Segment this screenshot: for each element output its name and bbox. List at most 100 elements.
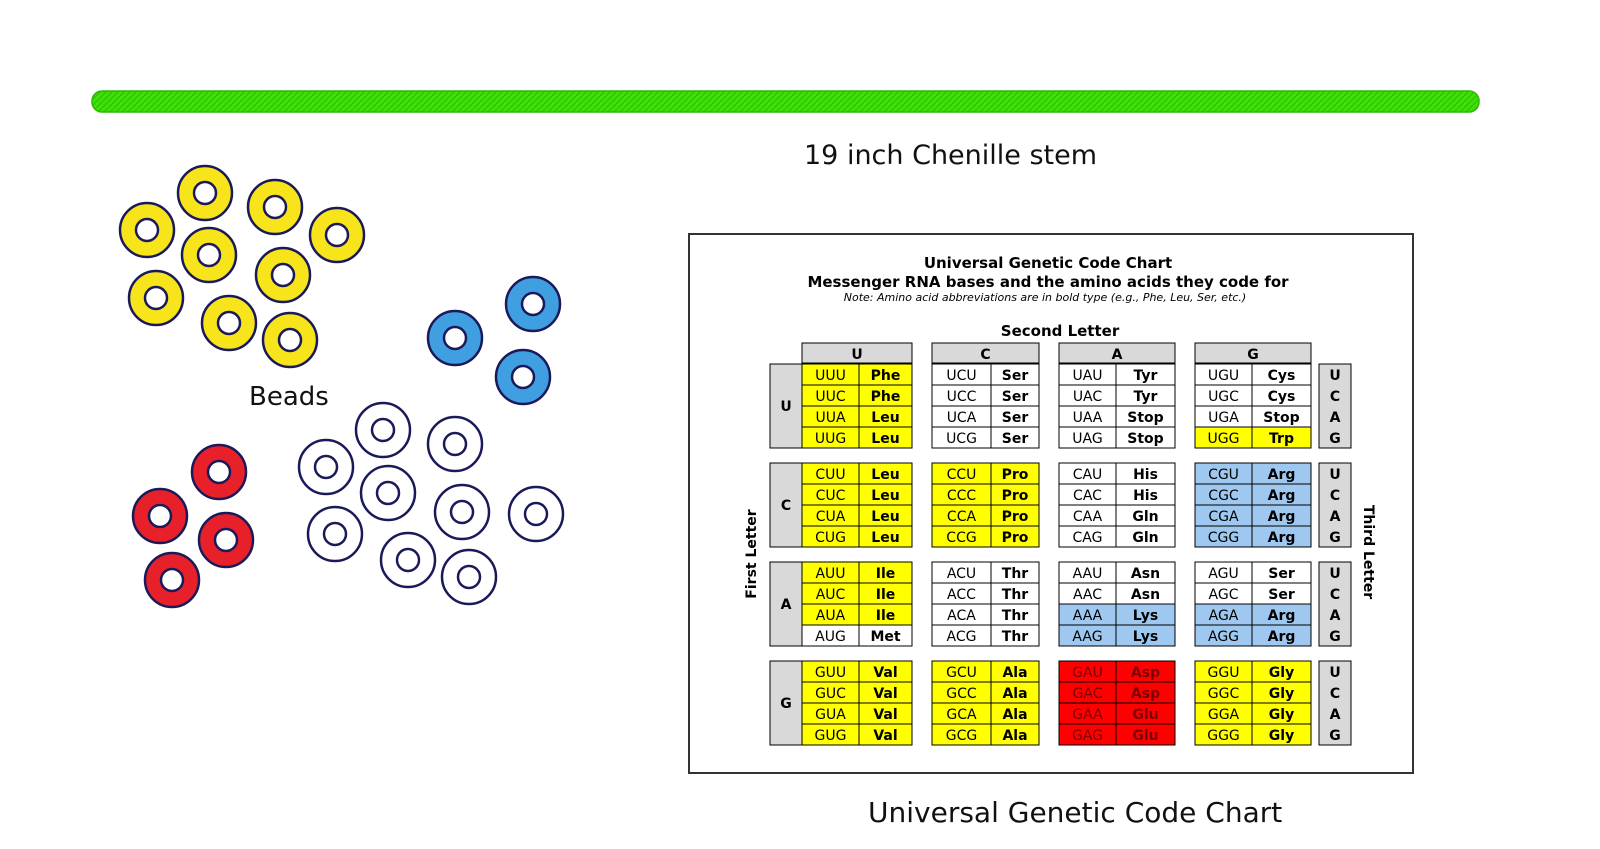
codon-guu: GUU (815, 665, 846, 681)
chart-title: Universal Genetic Code Chart (924, 254, 1172, 272)
amino-acid-arg: Arg (1268, 467, 1296, 483)
amino-acid-ser: Ser (1002, 389, 1029, 405)
amino-acid-gly: Gly (1269, 686, 1294, 702)
amino-acid-arg: Arg (1268, 608, 1296, 624)
codon-aau: AAU (1073, 566, 1103, 582)
beads-label: Beads (249, 382, 329, 412)
amino-acid-glu: Glu (1132, 707, 1158, 723)
blue-bead (426, 309, 484, 367)
codon-gau: GAU (1072, 665, 1103, 681)
chart-subtitle: Messenger RNA bases and the amino acids … (807, 273, 1289, 291)
codon-agc: AGC (1209, 587, 1239, 603)
first-letter-g: G (780, 696, 792, 712)
third-letter-u: U (1329, 665, 1340, 681)
codon-auu: AUU (815, 566, 845, 582)
amino-acid-gly: Gly (1269, 665, 1294, 681)
codon-uag: UAG (1072, 431, 1102, 447)
white-bead (426, 415, 484, 473)
codon-cau: CAU (1073, 467, 1103, 483)
codon-uca: UCA (947, 410, 977, 426)
amino-acid-cell (1251, 624, 1312, 647)
amino-acid-phe: Phe (871, 389, 901, 405)
codon-guc: GUC (815, 686, 846, 702)
codon-cgu: CGU (1208, 467, 1239, 483)
third-letter-c: C (1330, 488, 1340, 504)
amino-acid-stop: Stop (1127, 410, 1163, 426)
amino-acid-cell (1115, 426, 1176, 449)
codon-ccc: CCC (947, 488, 977, 504)
amino-acid-ile: Ile (876, 566, 896, 582)
amino-acid-arg: Arg (1268, 629, 1296, 645)
amino-acid-leu: Leu (871, 431, 899, 447)
amino-acid-his: His (1133, 488, 1158, 504)
codon-cua: CUA (816, 509, 846, 525)
codon-cga: CGA (1208, 509, 1239, 525)
codon-gcu: GCU (946, 665, 977, 681)
amino-acid-pro: Pro (1002, 467, 1029, 483)
amino-acid-his: His (1133, 467, 1158, 483)
codon-gag: GAG (1072, 728, 1103, 744)
codon-cgg: CGG (1208, 530, 1239, 546)
second-letter-c: C (980, 347, 990, 363)
chenille-stem (91, 90, 1480, 113)
first-letter-c: C (781, 498, 791, 514)
codon-ggg: GGG (1207, 728, 1240, 744)
amino-acid-trp: Trp (1269, 431, 1294, 447)
codon-uau: UAU (1072, 368, 1102, 384)
amino-acid-tyr: Tyr (1134, 389, 1158, 405)
codon-uua: UUA (815, 410, 845, 426)
amino-acid-asn: Asn (1131, 587, 1160, 603)
second-letter-header (1058, 342, 1176, 364)
white-bead (359, 464, 417, 522)
codon-aaa: AAA (1073, 608, 1103, 624)
amino-acid-cell (858, 426, 913, 449)
third-letter-cell (1318, 462, 1352, 548)
amino-acid-thr: Thr (1002, 608, 1029, 624)
codon-uga: UGA (1208, 410, 1239, 426)
codon-cac: CAC (1073, 488, 1102, 504)
codon-gaa: GAA (1072, 707, 1103, 723)
white-bead (297, 438, 355, 496)
codon-cug: CUG (815, 530, 846, 546)
amino-acid-thr: Thr (1002, 566, 1029, 582)
codon-auc: AUC (816, 587, 846, 603)
third-letter-a: A (1330, 608, 1341, 624)
second-letter-a: A (1112, 347, 1123, 363)
amino-acid-val: Val (873, 707, 897, 723)
first-letter-cell (769, 363, 803, 449)
amino-acid-ser: Ser (1268, 566, 1295, 582)
amino-acid-ile: Ile (876, 587, 896, 603)
yellow-bead (118, 201, 176, 259)
amino-acid-stop: Stop (1127, 431, 1163, 447)
codon-ucc: UCC (947, 389, 977, 405)
amino-acid-asp: Asp (1131, 665, 1160, 681)
codon-aug: AUG (815, 629, 846, 645)
first-letter-label: First Letter (744, 509, 760, 598)
codon-aga: AGA (1209, 608, 1239, 624)
codon-aua: AUA (816, 608, 846, 624)
amino-acid-ala: Ala (1002, 728, 1027, 744)
amino-acid-asn: Asn (1131, 566, 1160, 582)
third-letter-cell (1318, 660, 1352, 746)
amino-acid-cell (858, 624, 913, 647)
codon-gug: GUG (815, 728, 847, 744)
first-letter-a: A (781, 597, 792, 613)
codon-agg: AGG (1208, 629, 1239, 645)
white-bead (433, 483, 491, 541)
third-letter-a: A (1330, 707, 1341, 723)
codon-gcg: GCG (946, 728, 977, 744)
amino-acid-arg: Arg (1268, 509, 1296, 525)
third-letter-g: G (1329, 431, 1341, 447)
codon-ucu: UCU (946, 368, 976, 384)
codon-acg: ACG (947, 629, 977, 645)
codon-gcc: GCC (946, 686, 977, 702)
amino-acid-cell (858, 723, 913, 746)
codon-caa: CAA (1073, 509, 1103, 525)
amino-acid-leu: Leu (871, 410, 899, 426)
codon-acu: ACU (947, 566, 976, 582)
white-bead (507, 485, 565, 543)
amino-acid-cell (1115, 624, 1176, 647)
third-letter-u: U (1329, 566, 1340, 582)
amino-acid-leu: Leu (871, 530, 899, 546)
amino-acid-tyr: Tyr (1134, 368, 1158, 384)
